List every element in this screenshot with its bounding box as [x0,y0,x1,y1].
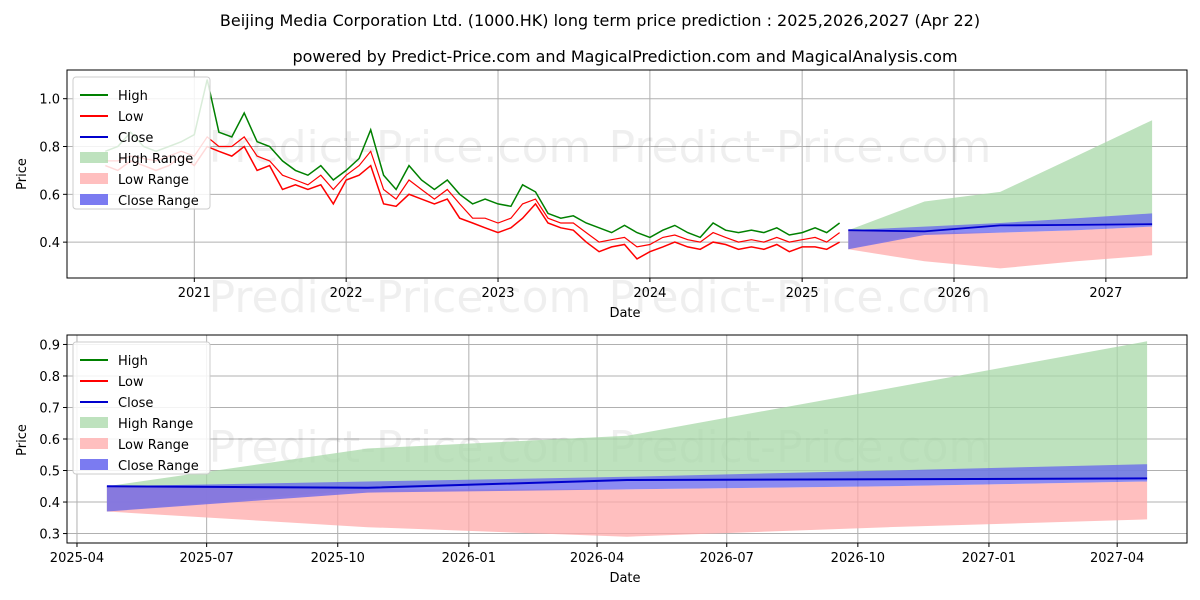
y-tick-label: 0.5 [39,465,60,480]
series-marks-1 [105,79,1153,269]
y-tick-label: 0.4 [39,236,60,251]
x-tick-label: 2026 [937,286,970,301]
x-axis-label-1: Date [609,306,640,321]
legend-label: Close Range [118,459,199,474]
x-axis-label-2: Date [609,571,640,586]
y-tick-label: 0.3 [39,528,60,543]
low-range-band [848,226,1153,269]
x-tick-label: 2021 [178,286,211,301]
close-history-line [105,136,840,248]
high-range-band [848,120,1153,250]
x-tick-label: 2026-01 [442,551,496,566]
watermark: Predict-Price.com [209,272,592,323]
series-marks-2 [106,341,1148,537]
high-line [105,79,841,239]
x-tick-label: 2022 [330,286,363,301]
legend-label: High Range [118,152,193,167]
ticks-2: 2025-04 2025-07 2025-10 2026-01 2026-04 2026-… [39,338,1144,566]
legend-label: Close Range [118,194,199,209]
x-tick-label: 2025-10 [311,551,365,566]
legend-high-range-swatch [80,152,108,163]
legend-label: Close [118,396,153,411]
watermark: Predict-Price.com [209,122,592,173]
high-range-band [106,341,1148,512]
watermark: Predict-Price.com [609,272,992,323]
ticks-1: 2021 2022 2023 2024 2025 2026 2027 0.4 0.6 0.8 1.0 [39,93,1122,301]
x-tick-label: 2026-10 [831,551,885,566]
x-tick-label: 2026-07 [700,551,754,566]
legend-close-range-swatch [80,459,108,470]
legend-low-range-swatch [80,173,108,184]
chart-subtitle: powered by Predict-Price.com and Magical… [292,47,957,66]
x-tick-label: 2026-04 [570,551,624,566]
close-range-band [848,213,1153,250]
legend-label: Low [118,110,144,125]
legend-label: Low [118,375,144,390]
low-range-band [106,481,1148,537]
x-tick-label: 2023 [481,286,514,301]
x-tick-label: 2024 [633,286,666,301]
y-tick-label: 0.8 [39,370,60,385]
y-tick-label: 0.6 [39,188,60,203]
x-tick-label: 2025-07 [179,551,233,566]
legend-1: High Low Close High Range Low Range Close Ran… [72,76,211,210]
legend-2: High Low Close High Range Low Range Close Ran… [72,341,211,475]
legend-label: Close [118,131,153,146]
y-tick-label: 0.6 [39,433,60,448]
close-range-band [106,464,1148,512]
y-tick-label: 0.8 [39,141,60,156]
legend-label: High [118,89,148,104]
x-tick-label: 2025 [786,286,819,301]
legend-label: Low Range [118,438,189,453]
long-term-panel: Predict-Price.com Predict-Price.com Pred… [15,69,1188,323]
watermark: Predict-Price.com [609,122,992,173]
legend-low-range-swatch [80,438,108,449]
x-tick-label: 2027-01 [962,551,1016,566]
close-prediction-line [848,223,1153,233]
legend-high-range-swatch [80,417,108,428]
legend-label: High Range [118,417,193,432]
low-line [105,145,840,260]
chart-title: Beijing Media Corporation Ltd. (1000.HK)… [220,11,980,30]
y-tick-label: 0.7 [39,401,60,416]
prediction-panel: Predict-Price.com Predict-Price.com 2025… [15,334,1188,586]
y-tick-label: 0.9 [39,338,60,353]
y-axis-label-1: Price [15,158,30,190]
close-prediction-line [106,477,1148,489]
axes-frame-1 [66,69,1188,279]
y-tick-label: 1.0 [39,93,60,108]
y-axis-label-2: Price [15,424,30,456]
legend-close-range-swatch [80,194,108,205]
x-tick-label: 2025-04 [50,551,104,566]
y-tick-label: 0.4 [39,496,60,511]
legend-label: Low Range [118,173,189,188]
legend-label: High [118,354,148,369]
x-tick-label: 2027-04 [1090,551,1144,566]
x-tick-label: 2027 [1089,286,1122,301]
